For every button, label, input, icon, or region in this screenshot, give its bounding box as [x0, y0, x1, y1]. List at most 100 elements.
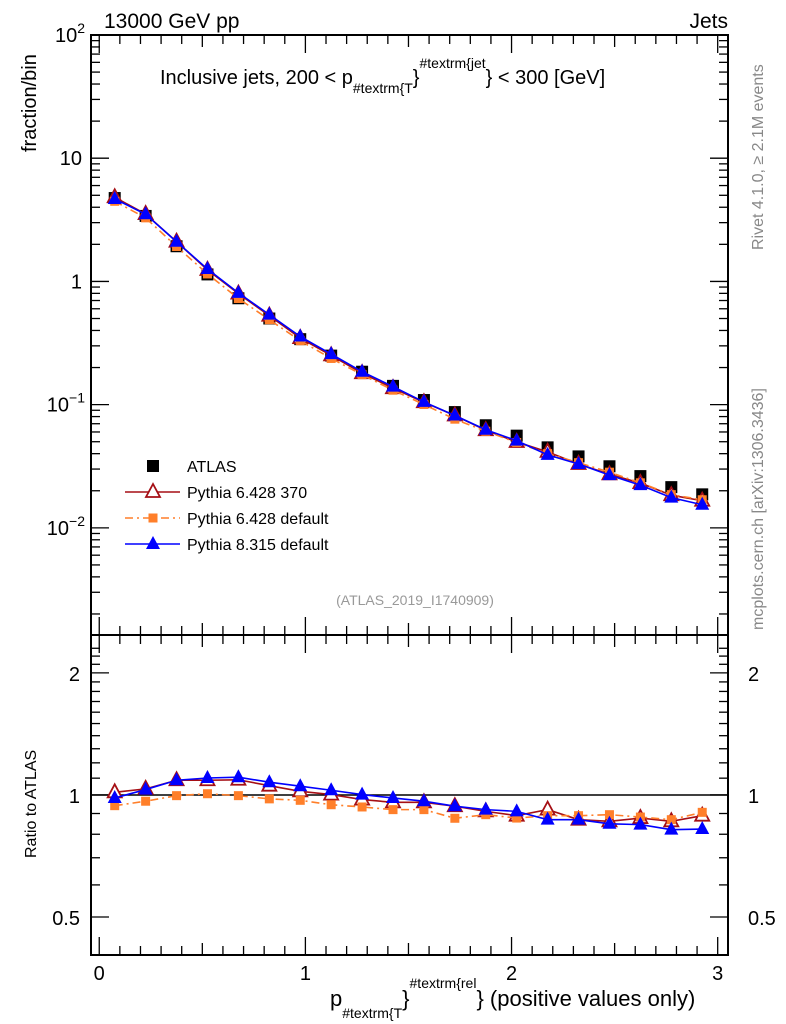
ratio-point [295, 795, 305, 805]
side-text-top: Rivet 4.1.0, ≥ 2.1M events [750, 64, 767, 250]
legend-marker [148, 513, 158, 523]
x-tick-label: 0 [94, 963, 105, 985]
ratio-point [540, 811, 555, 825]
data-point [416, 393, 431, 407]
y-tick-base: 10 [55, 25, 77, 47]
y-tick-exponent: −1 [69, 390, 85, 406]
title-rest: } < 300 [GeV] [486, 67, 606, 89]
ratio-point [355, 786, 370, 800]
data-point [695, 496, 710, 510]
data-point [169, 233, 184, 247]
main-title: Inclusive jets, 200 < p#textrm{T}#textrm… [160, 55, 605, 96]
title-part: Inclusive jets, 200 < p [160, 67, 353, 89]
data-point [602, 467, 617, 481]
y-tick-exponent: −2 [69, 513, 85, 529]
ratio-point [357, 802, 367, 812]
data-point [664, 489, 679, 503]
ratio-y-tick-label-right: 0.5 [748, 908, 776, 930]
ratio-point [602, 815, 617, 829]
data-point [233, 293, 243, 303]
y-tick-base: 10 [60, 148, 82, 170]
legend-marker [144, 482, 162, 498]
x-tick-label: 1 [300, 963, 311, 985]
data-point [262, 306, 277, 320]
ratio-y-tick-label-right: 1 [748, 786, 759, 808]
header-left: 13000 GeV pp [104, 10, 239, 33]
ratio-point [231, 769, 246, 783]
ratio-point [450, 813, 460, 823]
ratio-point [509, 803, 524, 817]
header-right: Jets [689, 10, 728, 33]
data-point [200, 261, 215, 275]
x-axis-label: p#textrm{T}#textrm{rel} (positive values… [330, 975, 695, 1021]
legend-label: Pythia 8.315 default [187, 537, 329, 554]
legend-label: Pythia 6.428 370 [187, 485, 307, 502]
series-atlas [108, 192, 709, 501]
ratio-point [169, 772, 184, 786]
ratio-point [324, 782, 339, 796]
ratio-point [107, 789, 122, 803]
ratio-point [264, 794, 274, 804]
legend-marker [146, 536, 160, 549]
data-point [447, 407, 462, 421]
ratio-point [138, 781, 153, 795]
legend: ATLAS Pythia 6.428 370 Pythia 6.428 defaul… [125, 459, 329, 554]
analysis-watermark: (ATLAS_2019_I1740909) [336, 592, 494, 608]
xlabel-sup: #textrm{rel [410, 975, 477, 991]
y-tick-label: 102 [55, 20, 85, 47]
ratio-point [666, 815, 676, 825]
title-sub: #textrm{T [353, 80, 413, 96]
ratio-point [416, 793, 431, 807]
x-tick-label: 3 [712, 963, 723, 985]
xlabel-rest: } (positive values only) [476, 986, 695, 1011]
x-tick-label: 2 [506, 963, 517, 985]
ratio-point [110, 801, 120, 811]
y-tick-label: 1 [71, 271, 82, 293]
y-tick-base: 10 [47, 518, 69, 540]
series-line [114, 196, 703, 502]
data-point [231, 284, 246, 298]
y-tick-label: 10−1 [47, 390, 85, 417]
xlabel-part: p [330, 986, 342, 1011]
ratio-point [388, 805, 398, 815]
xlabel-sub: #textrm{T [342, 1005, 402, 1021]
data-point [633, 477, 648, 491]
data-point [264, 315, 274, 325]
y-tick-label: 10−2 [47, 513, 85, 540]
ratio-line [114, 776, 703, 831]
legend-marker [147, 460, 159, 472]
data-point [478, 421, 493, 435]
data-point [138, 206, 153, 220]
xlabel-brace: } [402, 986, 409, 1011]
ratio-point [172, 791, 182, 801]
ratio-point [233, 791, 243, 801]
ratio-point [293, 778, 308, 792]
ratio-point [262, 774, 277, 788]
ratio-point [419, 805, 429, 815]
ratio-point [481, 810, 491, 820]
y-axis-label: fraction/bin [19, 54, 41, 152]
ratio-y-tick-label-left: 0.5 [52, 908, 80, 930]
ratio-y-axis-label: Ratio to ATLAS [23, 750, 40, 858]
legend-label: ATLAS [187, 459, 237, 476]
ratio-point [200, 770, 215, 784]
ratio-point [447, 798, 462, 812]
ratio-point [326, 800, 336, 810]
data-point [107, 190, 122, 204]
ratio-point [386, 789, 401, 803]
data-point [293, 328, 308, 342]
data-point [540, 446, 555, 460]
ratio-point [571, 811, 586, 825]
ratio-point [664, 821, 679, 835]
ratio-y-tick-label-right: 2 [748, 664, 759, 686]
y-tick-label: 10 [60, 148, 82, 170]
data-point [571, 455, 586, 469]
ratio-y-tick-label-left: 2 [69, 664, 80, 686]
legend-label: Pythia 6.428 default [187, 511, 329, 528]
data-point [509, 432, 524, 446]
data-point [355, 363, 370, 377]
ratio-point [512, 813, 522, 823]
y-tick-base: 1 [71, 271, 82, 293]
y-tick-exponent: 2 [77, 20, 85, 36]
